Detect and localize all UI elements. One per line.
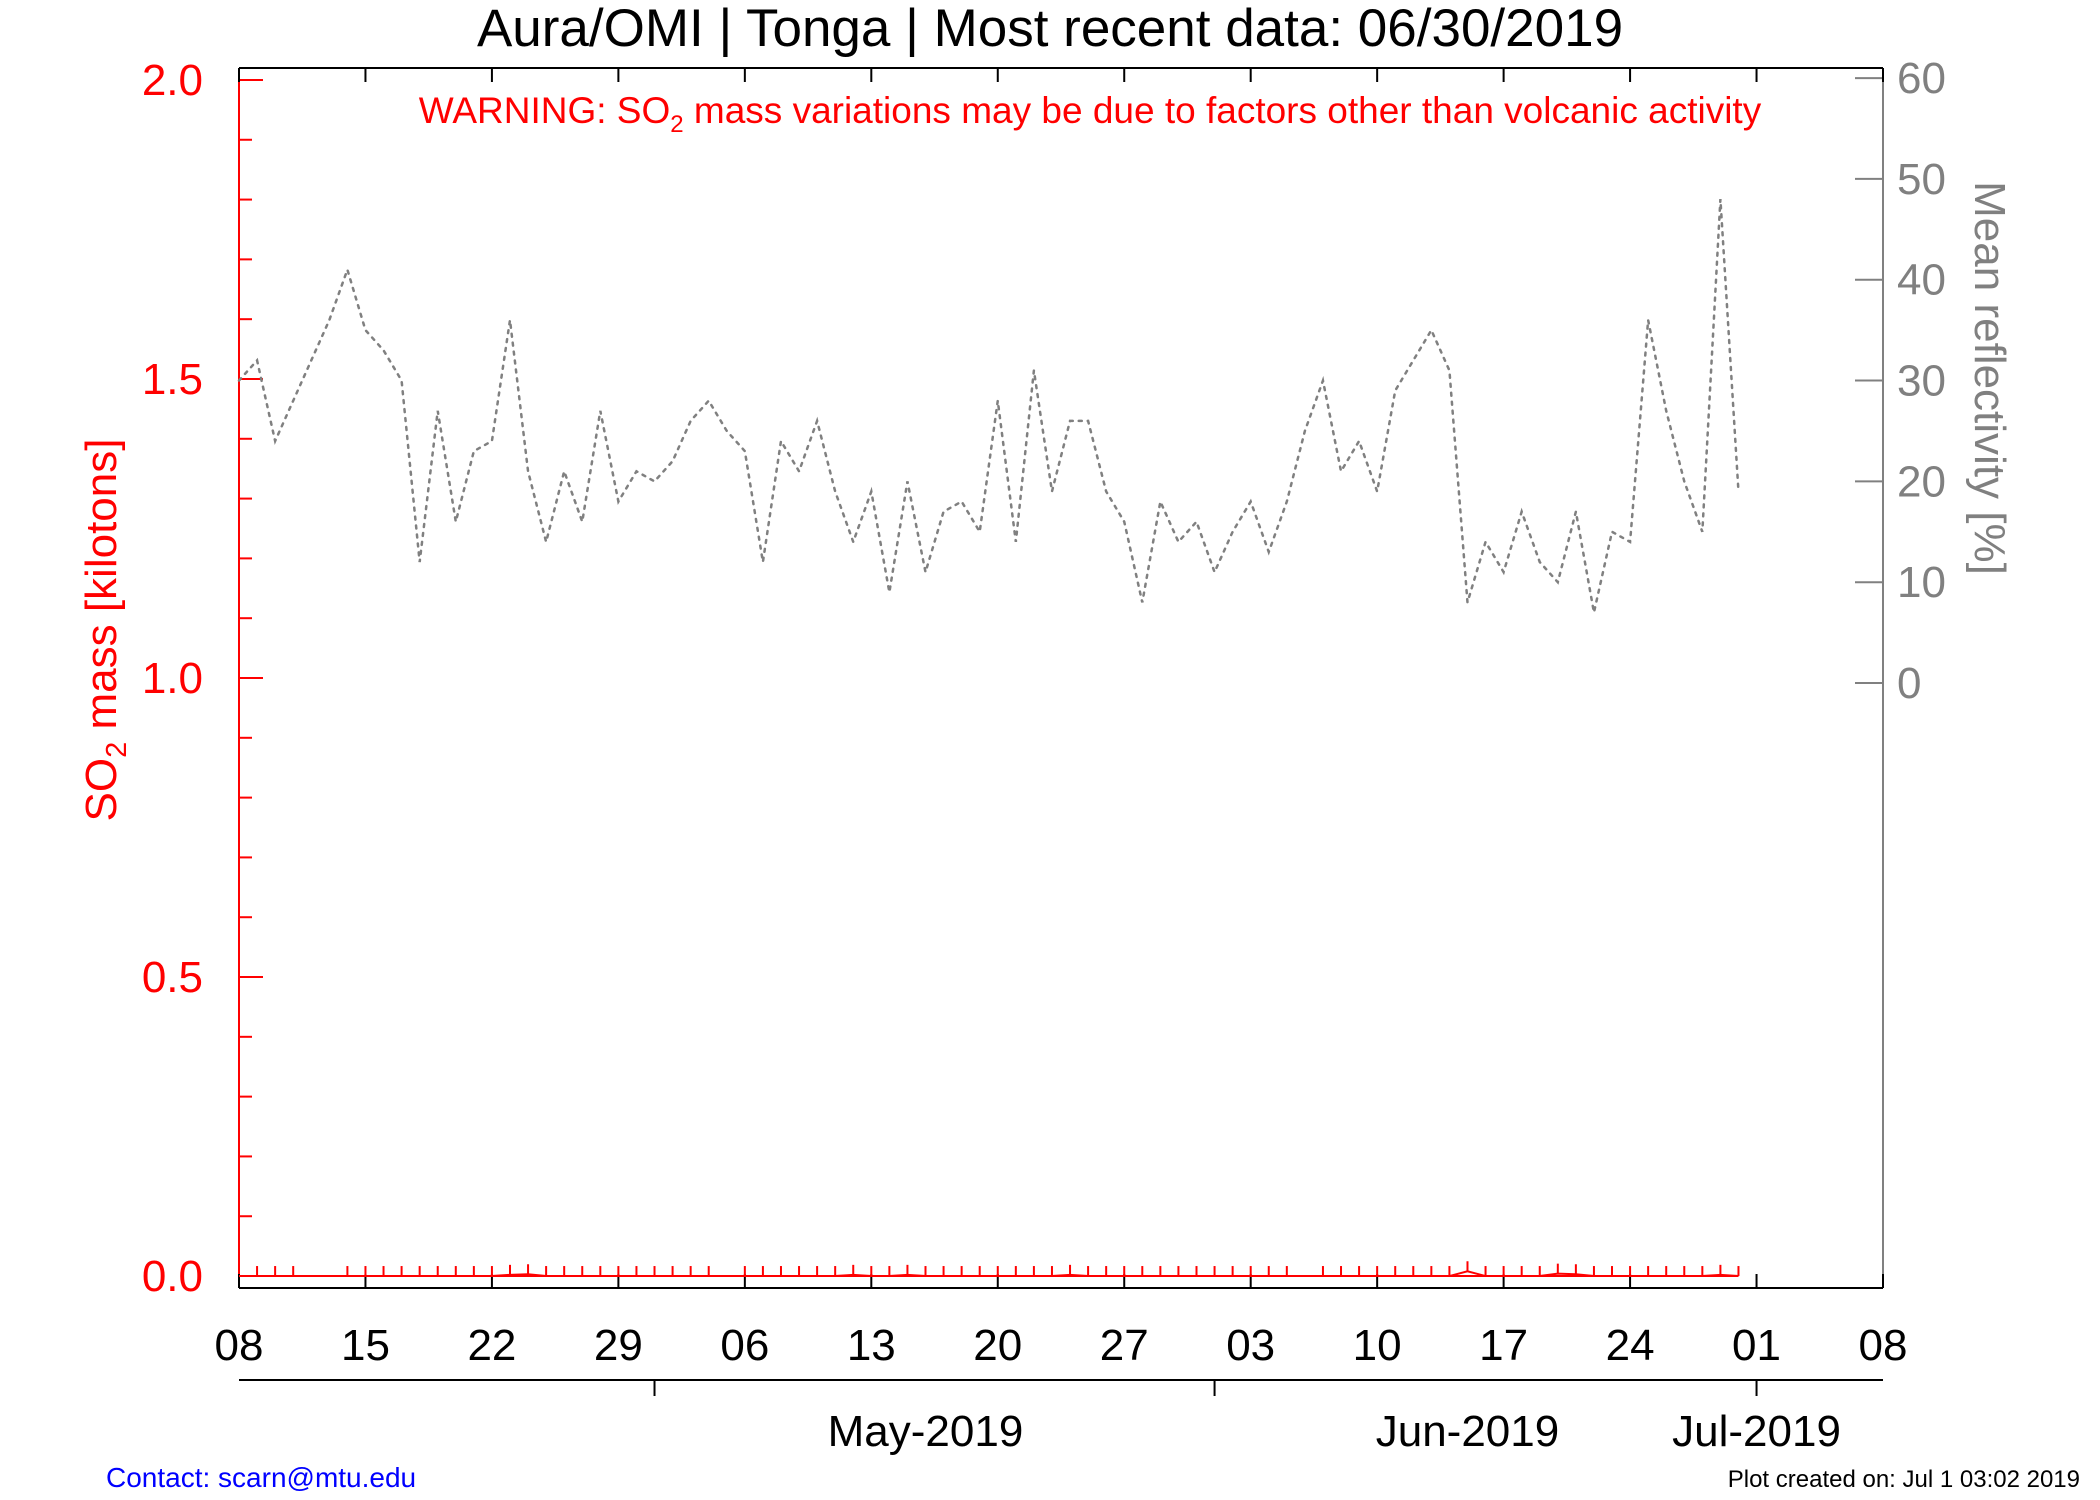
warning-prefix: WARNING: SO <box>419 90 670 131</box>
x-axis-tick-label-7: 27 <box>1100 1321 1149 1370</box>
right-axis-tick-label-4: 40 <box>1897 256 1946 305</box>
x-axis-tick-label-1: 15 <box>341 1321 390 1370</box>
right-axis-tick-label-3: 30 <box>1897 357 1946 406</box>
x-axis-tick-label-0: 08 <box>215 1321 264 1370</box>
right-axis-label: Mean reflectivity [%] <box>1965 181 2014 575</box>
contact-info: Contact: scarn@mtu.edu <box>106 1462 416 1493</box>
x-axis-tick-label-6: 20 <box>973 1321 1022 1370</box>
right-axis-tick-label-6: 60 <box>1897 54 1946 103</box>
warning-suffix: mass variations may be due to factors ot… <box>684 90 1762 131</box>
reflectivity-series-line <box>237 198 1740 613</box>
month-label-1: Jun-2019 <box>1376 1407 1559 1456</box>
x-axis-tick-label-10: 17 <box>1479 1321 1528 1370</box>
left-axis-label-prefix: SO <box>77 758 126 822</box>
so2-series-line <box>257 1270 1739 1278</box>
right-axis-tick-label-5: 50 <box>1897 155 1946 204</box>
x-axis-tick-label-11: 24 <box>1606 1321 1655 1370</box>
left-axis-label-suffix: mass [kilotons] <box>77 439 126 742</box>
warning-subscript: 2 <box>670 111 683 138</box>
x-axis-tick-label-9: 10 <box>1353 1321 1402 1370</box>
left-axis-tick-label-0: 0.0 <box>142 1252 203 1301</box>
left-axis-tick-label-3: 1.5 <box>142 355 203 404</box>
x-axis-tick-label-13: 08 <box>1859 1321 1908 1370</box>
left-axis-tick-label-1: 0.5 <box>142 953 203 1002</box>
x-axis-tick-label-3: 29 <box>594 1321 643 1370</box>
x-axis-tick-label-8: 03 <box>1226 1321 1275 1370</box>
right-axis-tick-label-0: 0 <box>1897 659 1921 708</box>
x-axis-tick-label-2: 22 <box>467 1321 516 1370</box>
left-axis-label: SO2 mass [kilotons] <box>77 439 133 822</box>
so2-series <box>256 1261 1740 1278</box>
x-axis-tick-label-4: 06 <box>720 1321 769 1370</box>
left-axis-tick-label-4: 2.0 <box>142 56 203 105</box>
chart-title: Aura/OMI | Tonga | Most recent data: 06/… <box>477 0 1623 58</box>
plot-created-timestamp: Plot created on: Jul 1 03:02 2019 <box>1728 1466 2080 1493</box>
month-label-2: Jul-2019 <box>1672 1407 1841 1456</box>
reflectivity-series <box>237 198 1740 613</box>
right-axis-tick-label-1: 10 <box>1897 558 1946 607</box>
left-axis-tick-label-2: 1.0 <box>142 654 203 703</box>
right-axis-tick-label-2: 20 <box>1897 457 1946 506</box>
left-axis-label-subscript: 2 <box>101 742 133 758</box>
warning-message: WARNING: SO2 mass variations may be due … <box>419 90 1762 138</box>
month-label-0: May-2019 <box>828 1407 1024 1456</box>
x-axis-tick-label-12: 01 <box>1732 1321 1781 1370</box>
x-axis-tick-label-5: 13 <box>847 1321 896 1370</box>
